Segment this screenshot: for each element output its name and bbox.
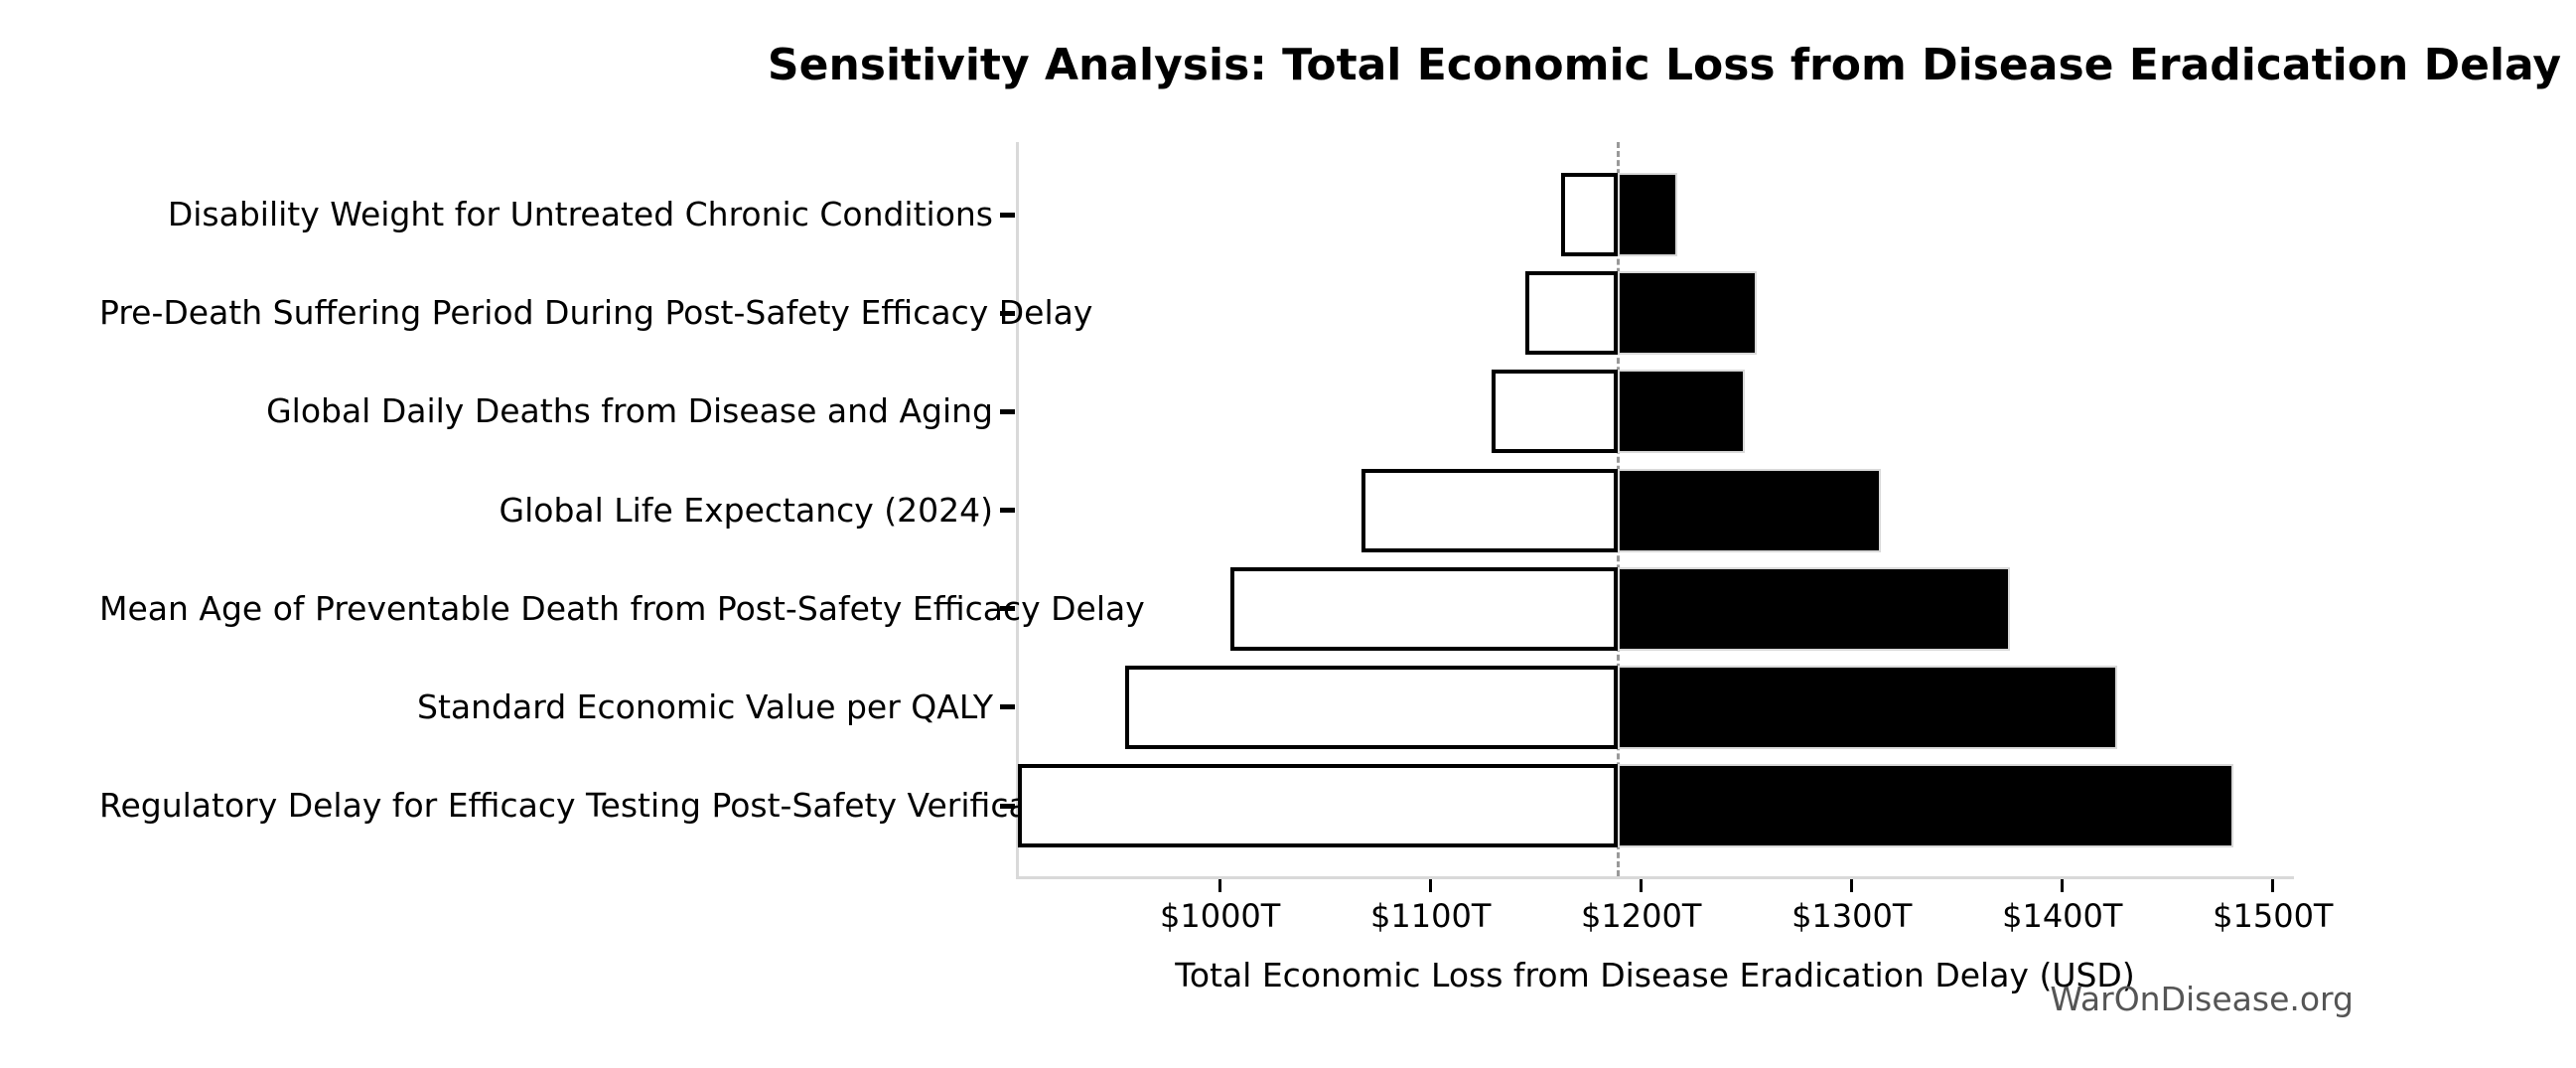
y-tick-mark: [1000, 508, 1015, 513]
high-scenario-bar: [1618, 468, 1882, 552]
y-axis-label: Global Life Expectancy (2024): [499, 490, 993, 530]
y-tick-mark: [1000, 803, 1015, 809]
y-tick-mark: [1000, 408, 1015, 414]
high-scenario-bar: [1618, 566, 2010, 651]
y-axis-label: Pre-Death Suffering Period During Post-S…: [99, 293, 1093, 333]
watermark: WarOnDisease.org: [2050, 980, 2354, 1018]
x-tick-mark: [2271, 879, 2275, 892]
x-tick-label: $1500T: [2213, 897, 2334, 935]
x-tick-mark: [2061, 879, 2065, 892]
y-tick-mark: [1000, 704, 1015, 710]
chart-title: Sensitivity Analysis: Total Economic Los…: [767, 40, 2562, 90]
low-scenario-bar: [1525, 271, 1619, 356]
y-tick-mark: [1000, 310, 1015, 316]
low-scenario-bar: [1125, 665, 1619, 749]
x-tick-mark: [1850, 879, 1854, 892]
y-axis-spine: [1016, 142, 1019, 879]
y-axis-label: Global Daily Deaths from Disease and Agi…: [266, 391, 993, 431]
low-scenario-bar: [1360, 468, 1619, 552]
x-tick-label: $1400T: [2002, 897, 2123, 935]
high-scenario-bar: [1618, 764, 2233, 848]
low-scenario-bar: [1018, 764, 1619, 848]
x-tick-mark: [1429, 879, 1433, 892]
y-tick-mark: [1000, 606, 1015, 612]
high-scenario-bar: [1618, 665, 2117, 749]
low-scenario-bar: [1561, 173, 1619, 256]
y-axis-label: Mean Age of Preventable Death from Post-…: [99, 588, 1145, 628]
low-scenario-bar: [1230, 566, 1619, 651]
x-tick-label: $1300T: [1791, 897, 1913, 935]
high-scenario-bar: [1618, 173, 1677, 256]
x-tick-label: $1000T: [1159, 897, 1281, 935]
y-tick-mark: [1000, 212, 1015, 218]
y-axis-label: Standard Economic Value per QALY: [417, 687, 993, 726]
x-tick-label: $1100T: [1370, 897, 1492, 935]
low-scenario-bar: [1492, 370, 1619, 454]
x-tick-mark: [1640, 879, 1644, 892]
x-axis-spine: [1016, 876, 2294, 879]
y-axis-label: Disability Weight for Untreated Chronic …: [167, 195, 993, 233]
x-axis-label: Total Economic Loss from Disease Eradica…: [1175, 956, 2135, 994]
high-scenario-bar: [1618, 271, 1758, 356]
x-tick-mark: [1218, 879, 1222, 892]
x-tick-label: $1200T: [1581, 897, 1702, 935]
high-scenario-bar: [1618, 370, 1745, 454]
y-axis-label: Regulatory Delay for Efficacy Testing Po…: [99, 786, 1091, 826]
